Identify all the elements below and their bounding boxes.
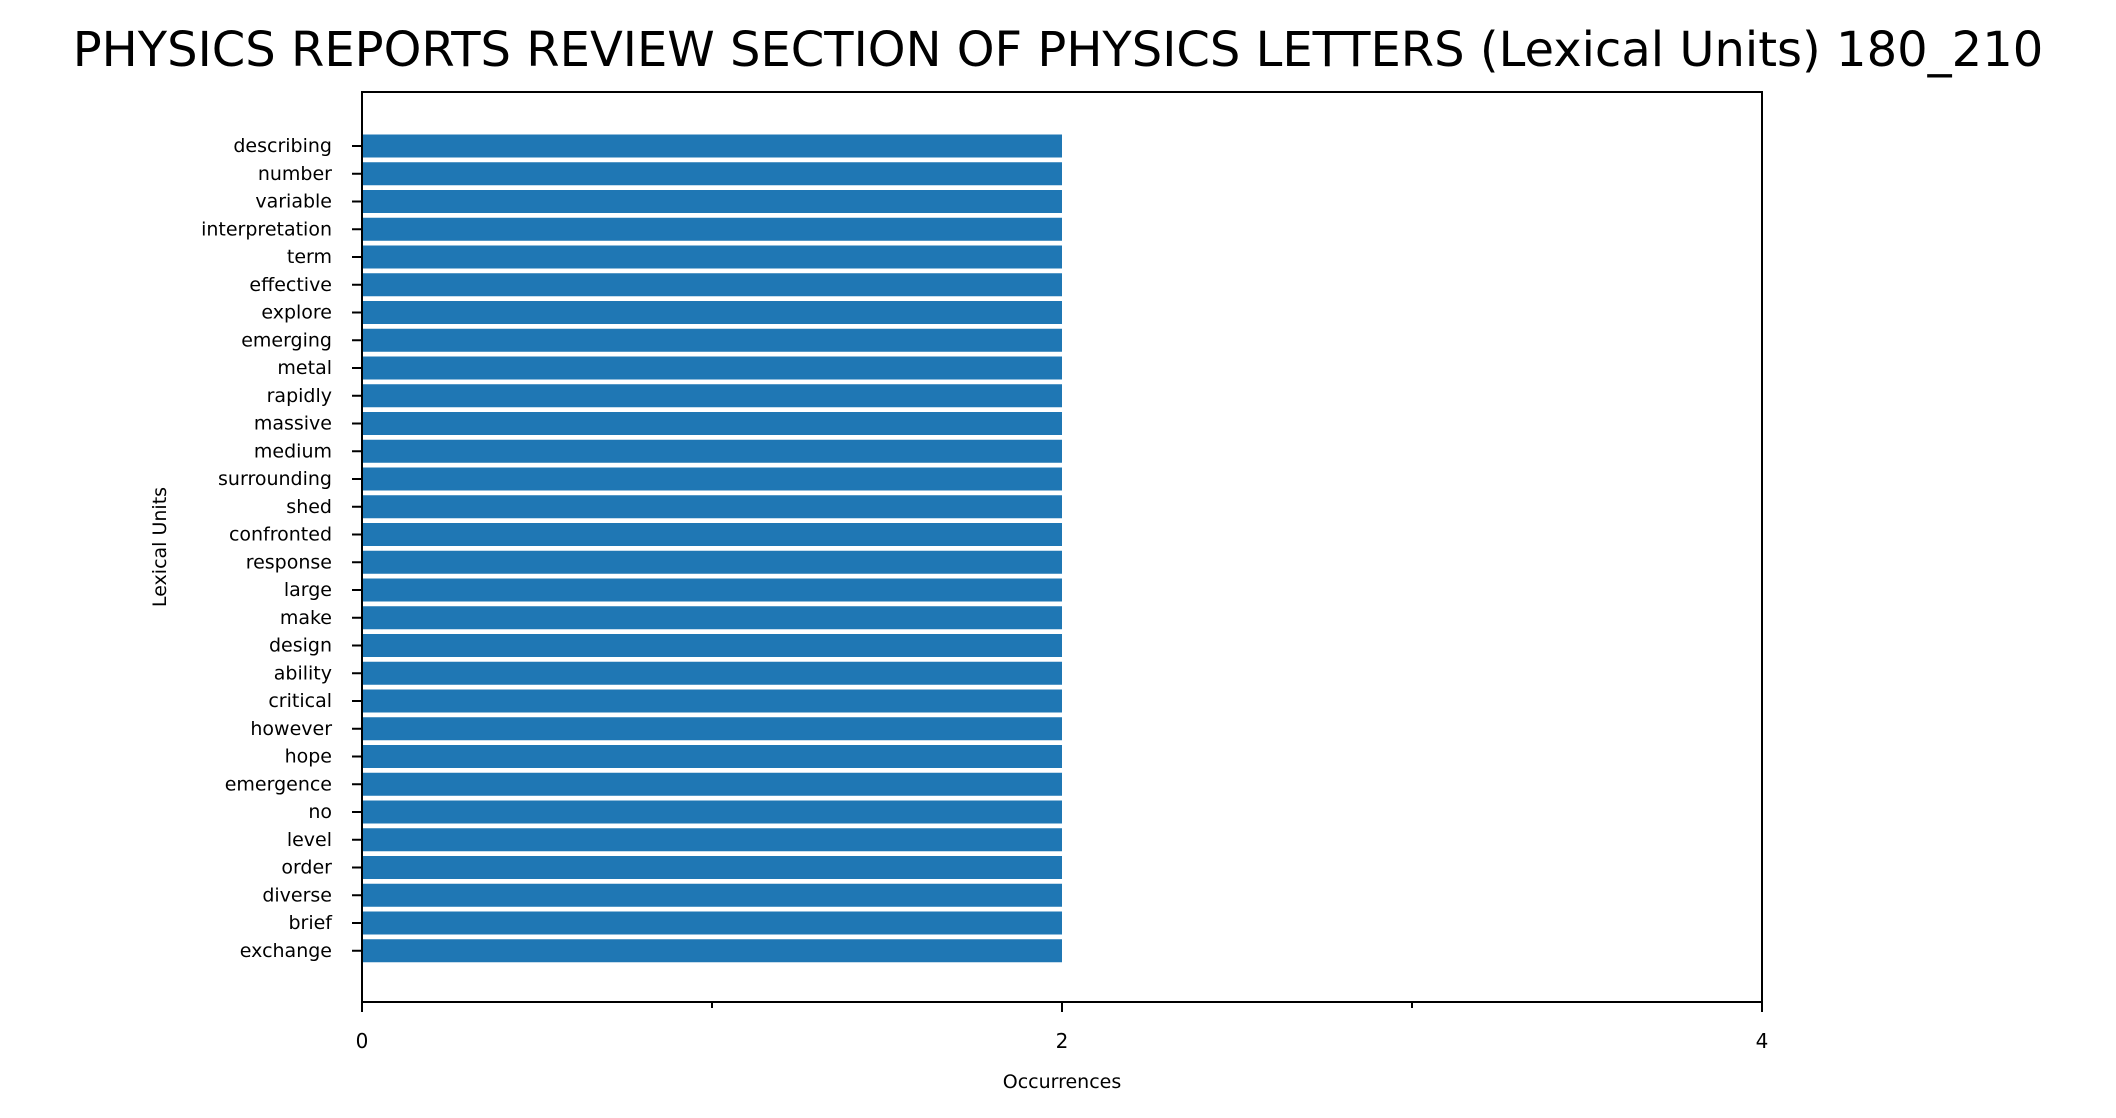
bar-however	[362, 717, 1062, 741]
y-tick-label: exchange	[240, 940, 332, 962]
y-tick-label: term	[287, 246, 332, 268]
y-tick-label: interpretation	[201, 218, 332, 240]
y-tick-label: massive	[254, 413, 332, 435]
bar-medium	[362, 439, 1062, 463]
y-axis-label: Lexical Units	[149, 487, 171, 607]
y-tick-label: response	[246, 551, 332, 573]
y-tick-label: medium	[254, 440, 332, 462]
y-tick-label: variable	[255, 191, 332, 213]
x-tick-label: 0	[356, 1029, 369, 1053]
bar-effective	[362, 273, 1062, 297]
bar-metal	[362, 356, 1062, 380]
y-tick-label: make	[280, 607, 332, 629]
bar-make	[362, 606, 1062, 630]
bar-interpretation	[362, 217, 1062, 241]
y-tick-label: surrounding	[218, 468, 332, 490]
bar-level	[362, 828, 1062, 852]
y-tick-label: critical	[268, 690, 332, 712]
y-axis-ticks: describing number variable interpretation te…	[201, 135, 362, 962]
y-tick-label: however	[250, 718, 332, 740]
bar-shed	[362, 495, 1062, 519]
y-tick-label: order	[281, 857, 332, 879]
chart-title: PHYSICS REPORTS REVIEW SECTION OF PHYSIC…	[72, 22, 2044, 78]
bar-ability	[362, 661, 1062, 685]
bar-surrounding	[362, 467, 1062, 491]
x-tick-label: 4	[1756, 1029, 1769, 1053]
y-tick-label: rapidly	[267, 385, 332, 407]
bar-rapidly	[362, 384, 1062, 408]
bar-diverse	[362, 883, 1062, 907]
y-tick-label: emergence	[225, 773, 332, 795]
y-tick-label: hope	[285, 746, 332, 768]
bar-order	[362, 856, 1062, 879]
y-tick-label: explore	[261, 302, 332, 324]
y-tick-label: level	[287, 829, 332, 851]
plot-frame	[361, 91, 1763, 1003]
bar-describing	[362, 134, 1062, 158]
bar-emergence	[362, 772, 1062, 796]
bar-hope	[362, 745, 1062, 768]
bar-confronted	[362, 523, 1062, 546]
bar-variable	[362, 190, 1062, 213]
bar-critical	[362, 689, 1062, 713]
bar-brief	[362, 911, 1062, 935]
y-tick-label: ability	[274, 662, 332, 684]
y-tick-label: brief	[288, 912, 333, 934]
y-tick-label: shed	[286, 496, 332, 518]
bar-explore	[362, 301, 1062, 324]
bars-group	[362, 134, 1062, 963]
y-tick-label: no	[308, 801, 332, 823]
bar-design	[362, 634, 1062, 657]
bar-response	[362, 550, 1062, 574]
x-axis-ticks: 0 2 4	[356, 1002, 1769, 1053]
bar-term	[362, 245, 1062, 269]
y-tick-label: confronted	[229, 524, 332, 546]
y-tick-label: diverse	[262, 884, 332, 906]
x-axis-label: Occurrences	[1003, 1071, 1122, 1093]
y-tick-label: number	[258, 163, 332, 185]
x-tick-label: 2	[1056, 1029, 1069, 1053]
bar-exchange	[362, 939, 1062, 963]
y-tick-label: effective	[249, 274, 332, 296]
bar-large	[362, 578, 1062, 602]
bar-emerging	[362, 328, 1062, 352]
bar-number	[362, 162, 1062, 186]
y-tick-label: describing	[233, 135, 332, 157]
y-tick-label: large	[284, 579, 332, 601]
bar-no	[362, 800, 1062, 824]
y-tick-label: metal	[277, 357, 332, 379]
y-tick-label: emerging	[241, 329, 332, 351]
y-tick-label: design	[269, 635, 332, 657]
bar-massive	[362, 412, 1062, 435]
